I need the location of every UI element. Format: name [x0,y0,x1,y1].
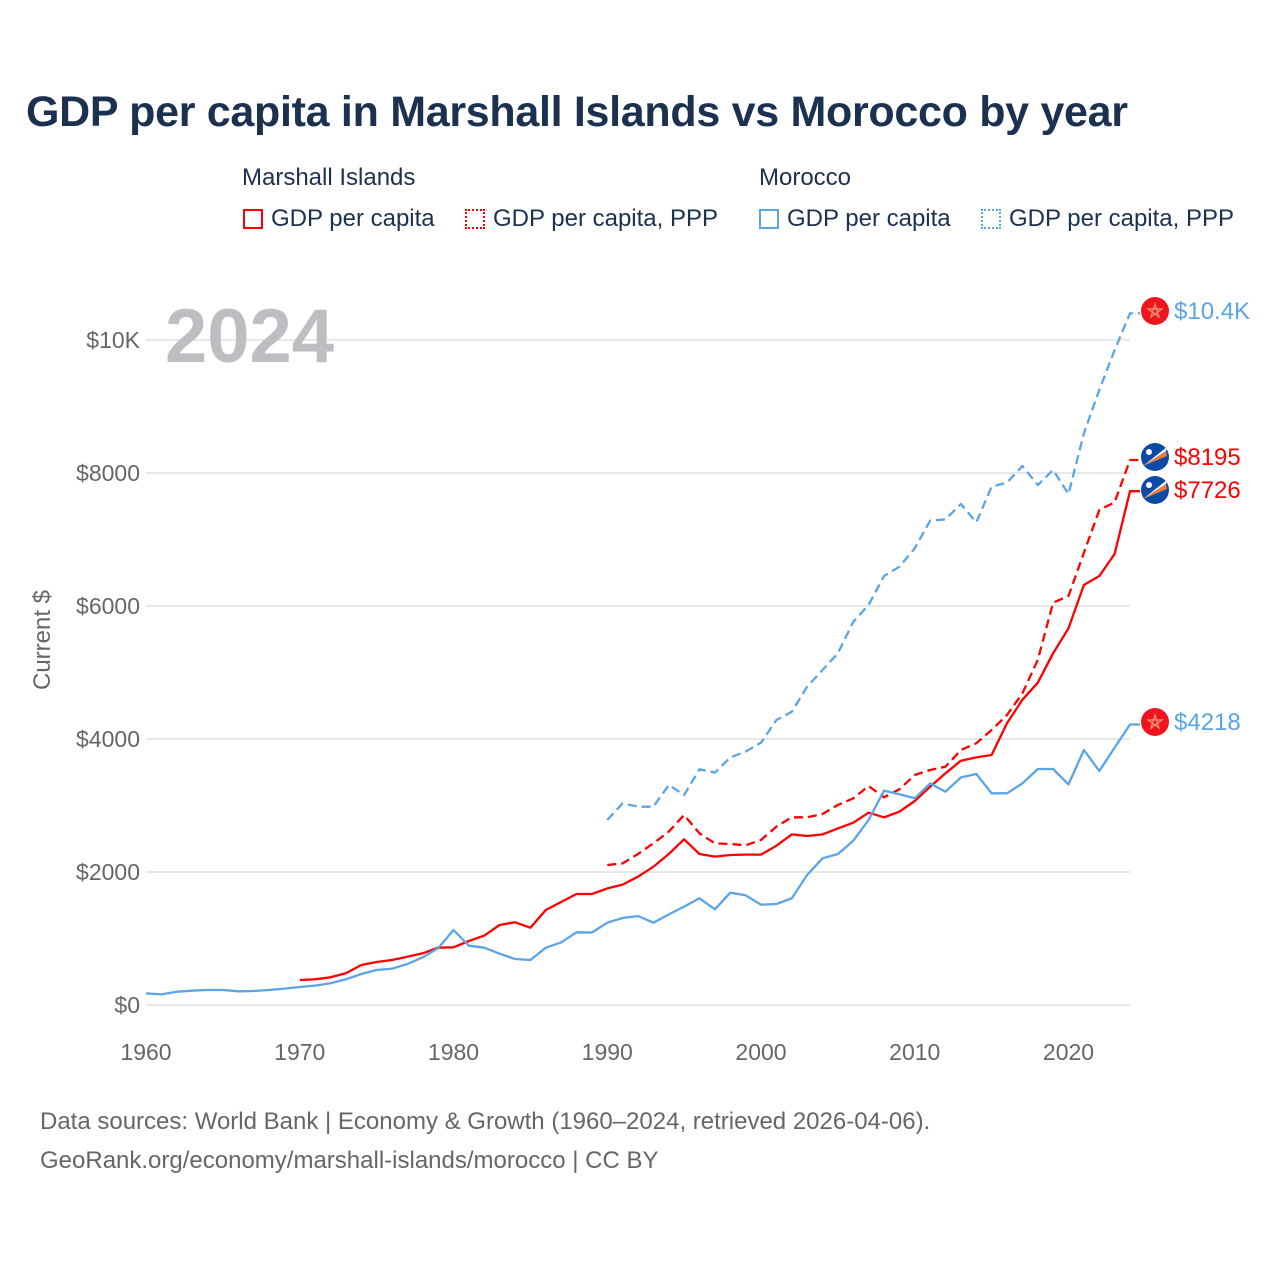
legend-swatch-solid-blue [759,209,779,229]
end-value-label: $7726 [1174,477,1241,504]
x-tick-label: 1990 [582,1039,633,1065]
series-line-3 [606,312,1140,821]
x-tick-label: 2000 [735,1039,786,1065]
legend-swatch-dotted-red [465,209,485,229]
x-tick-label: 2020 [1043,1039,1094,1065]
footer-link[interactable]: GeoRank.org/economy/marshall-islands/mor… [40,1147,659,1174]
y-tick-label: $6000 [76,593,140,619]
morocco-flag-icon [1141,708,1169,736]
legend-item-marshall-gdp[interactable]: GDP per capita [243,205,435,233]
end-value-label: $4218 [1174,709,1241,736]
legend-item-morocco-gdp-ppp[interactable]: GDP per capita, PPP [981,205,1234,233]
series-line-2 [145,723,1140,996]
x-tick-label: 1970 [274,1039,325,1065]
series-line-0 [299,490,1140,982]
legend-group-morocco: Morocco [759,164,852,191]
y-tick-label: $10K [86,327,140,353]
y-tick-label: $2000 [76,859,140,885]
legend-label: GDP per capita, PPP [493,205,718,232]
marshall-islands-flag-icon [1141,476,1169,504]
x-tick-label: 1960 [120,1039,171,1065]
x-tick-label: 2010 [889,1039,940,1065]
marshall-islands-flag-icon [1141,443,1169,471]
legend-label: GDP per capita [787,205,951,232]
legend-item-marshall-gdp-ppp[interactable]: GDP per capita, PPP [465,205,718,233]
legend-swatch-solid-red [243,209,263,229]
legend-label: GDP per capita, PPP [1009,205,1234,232]
chart-title: GDP per capita in Marshall Islands vs Mo… [26,88,1128,136]
end-value-label: $10.4K [1174,298,1250,325]
current-year-label: 2024 [165,294,334,379]
y-tick-label: $0 [114,992,140,1018]
morocco-flag-icon [1141,297,1169,325]
series-line-1 [607,458,1140,867]
x-tick-label: 1980 [428,1039,479,1065]
footer-sources: Data sources: World Bank | Economy & Gro… [40,1108,931,1135]
y-tick-label: $4000 [76,726,140,752]
legend-label: GDP per capita [271,205,435,232]
legend-group-marshall-islands: Marshall Islands [242,164,416,191]
legend-swatch-dotted-blue [981,209,1001,229]
end-value-label: $8195 [1174,444,1241,471]
legend-item-morocco-gdp[interactable]: GDP per capita [759,205,951,233]
y-axis-label: Current $ [29,590,56,690]
y-tick-label: $8000 [76,460,140,486]
